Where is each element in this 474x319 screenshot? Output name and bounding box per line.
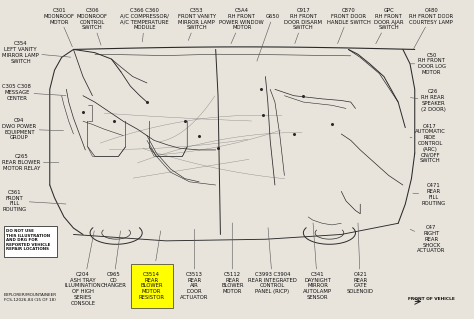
Text: C301
MOONROOF
MOTOR: C301 MOONROOF MOTOR: [44, 8, 75, 47]
Text: FRONT OF VEHICLE: FRONT OF VEHICLE: [408, 297, 455, 301]
Text: C94
DWO POWER
EQUIPMENT
GROUP: C94 DWO POWER EQUIPMENT GROUP: [2, 118, 64, 140]
Text: C870
FRONT DOOR
HANDLE SWITCH: C870 FRONT DOOR HANDLE SWITCH: [327, 8, 370, 44]
Text: C305 C308
MESSAGE
CENTER: C305 C308 MESSAGE CENTER: [2, 84, 66, 101]
Text: C480
RH FRONT DOOR
COURTESY LAMP: C480 RH FRONT DOOR COURTESY LAMP: [409, 8, 454, 48]
Text: C50
RH FRONT
DOOR LOG
MOTOR: C50 RH FRONT DOOR LOG MOTOR: [410, 53, 446, 75]
Text: C361
FRONT
FILL
ROUTING: C361 FRONT FILL ROUTING: [2, 190, 66, 212]
Text: C3993 C3904
REAR INTEGRATED
CONTROL
PANEL (RICP): C3993 C3904 REAR INTEGRATED CONTROL PANE…: [248, 228, 297, 294]
Text: C26
RH REAR
SPEAKER
(2 DOOR): C26 RH REAR SPEAKER (2 DOOR): [410, 89, 446, 112]
Text: C204
ASH TRAY
ILLUMINATION
OF HIGH
SERIES
CONSOLE: C204 ASH TRAY ILLUMINATION OF HIGH SERIE…: [64, 231, 101, 306]
Text: EXPLORER/MOUNTAINEER
FCS-12026-84 (15 OF 18): EXPLORER/MOUNTAINEER FCS-12026-84 (15 OF…: [4, 293, 57, 302]
Text: C421
REAR
GATE
SOLENOID: C421 REAR GATE SOLENOID: [347, 223, 374, 294]
Text: G650: G650: [257, 14, 280, 61]
Text: GPC
RH FRONT
DOOR AJAR
SWITCH: GPC RH FRONT DOOR AJAR SWITCH: [374, 8, 403, 44]
Text: C3514
REAR
BLOWER
MOTOR
RESISTOR: C3514 REAR BLOWER MOTOR RESISTOR: [139, 231, 164, 300]
Text: C341
DAYNIGHT
MIRROR
AUTOLAMP
SENSOR: C341 DAYNIGHT MIRROR AUTOLAMP SENSOR: [303, 223, 332, 300]
Text: C47
RIGHT
REAR
SHOCK
ACTUATOR: C47 RIGHT REAR SHOCK ACTUATOR: [410, 225, 446, 253]
Text: C5A4
RH FRONT
POWER WINDOW
MOTOR: C5A4 RH FRONT POWER WINDOW MOTOR: [219, 8, 264, 44]
Text: DO NOT USE
THIS ILLUSTRATION
AND DRG FOR
REPORTED VEHICLE
REPAIR LOCATIONS: DO NOT USE THIS ILLUSTRATION AND DRG FOR…: [6, 229, 51, 251]
Text: C306
MOONROOF
CONTROL
SWITCH: C306 MOONROOF CONTROL SWITCH: [77, 8, 108, 45]
Text: C354
LEFT VANITY
MIRROR LAMP
SWITCH: C354 LEFT VANITY MIRROR LAMP SWITCH: [2, 41, 71, 64]
Text: C965
CD
CHANGER: C965 CD CHANGER: [101, 231, 127, 288]
Text: C917
RH FRONT
DOOR DISARM
SWITCH: C917 RH FRONT DOOR DISARM SWITCH: [284, 8, 322, 44]
Text: C5112
REAR
BLOWER
MOTOR: C5112 REAR BLOWER MOTOR: [221, 223, 244, 294]
Text: C265
REAR BLOWER
MOTOR RELAY: C265 REAR BLOWER MOTOR RELAY: [2, 154, 59, 171]
FancyBboxPatch shape: [4, 226, 57, 257]
Text: C3513
REAR
AIR
DOOR
ACTUATOR: C3513 REAR AIR DOOR ACTUATOR: [180, 229, 209, 300]
Text: C366 C360
A/C COMPRESSOR/
A/C TEMPERATURE
MODULE: C366 C360 A/C COMPRESSOR/ A/C TEMPERATUR…: [120, 8, 169, 42]
Text: C353
FRONT VANITY
MIRROR LAMP
SWITCH: C353 FRONT VANITY MIRROR LAMP SWITCH: [178, 8, 216, 41]
Text: C471
REAR
FILL
ROUTING: C471 REAR FILL ROUTING: [413, 183, 446, 206]
Text: C417
AUTOMATIC
RIDE
CONTROL
(ARC)
ON/OFF
SWITCH: C417 AUTOMATIC RIDE CONTROL (ARC) ON/OFF…: [410, 124, 446, 163]
